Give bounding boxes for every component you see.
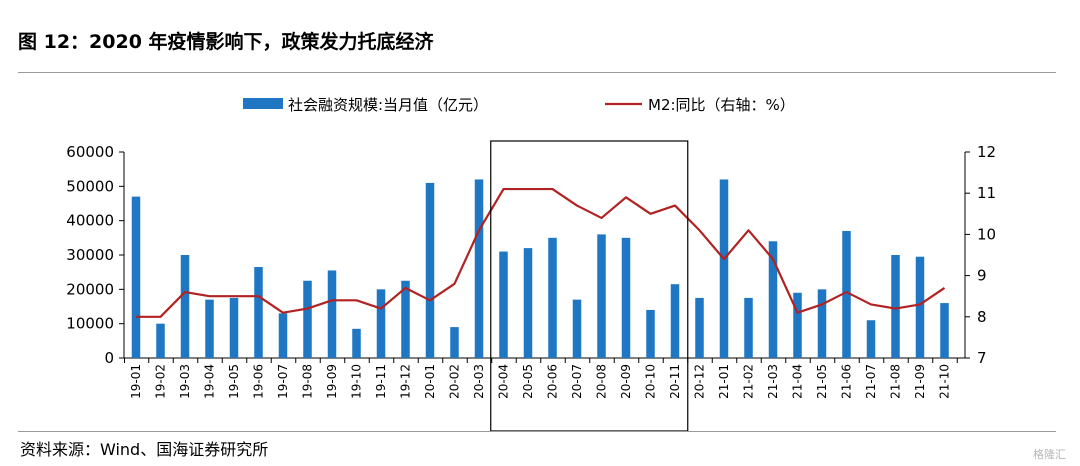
- legend-bar-label: 社会融资规模:当月值（亿元）: [288, 96, 488, 114]
- bar: [768, 241, 778, 358]
- y-right-tick-label: 10: [977, 225, 996, 243]
- x-tick-label: 20-12: [693, 364, 707, 399]
- bar: [401, 280, 410, 358]
- bar: [156, 323, 165, 358]
- bar: [229, 297, 239, 358]
- bar: [425, 182, 435, 358]
- y-right-tick-label: 11: [977, 184, 996, 202]
- x-tick-label: 19-08: [301, 364, 315, 399]
- bar: [646, 309, 655, 358]
- bar: [572, 299, 582, 358]
- bottom-divider: [18, 431, 1056, 432]
- x-tick-label: 20-05: [521, 364, 535, 399]
- x-tick-label: 19-01: [129, 364, 143, 399]
- bar: [278, 313, 288, 358]
- x-tick-label: 19-09: [325, 364, 339, 399]
- bar: [205, 299, 214, 358]
- x-tick-label: 21-07: [864, 364, 878, 399]
- y-left-tick-label: 10000: [66, 315, 114, 333]
- legend-bar-swatch: [243, 98, 283, 109]
- x-tick-label: 20-01: [423, 364, 437, 399]
- x-tick-label: 21-03: [766, 364, 780, 399]
- bar: [254, 267, 263, 358]
- x-tick-label: 20-02: [448, 364, 462, 399]
- bar: [915, 256, 925, 358]
- bar: [523, 248, 533, 358]
- bar: [744, 297, 753, 358]
- bar: [352, 328, 361, 358]
- bar: [621, 237, 631, 358]
- bar: [891, 255, 900, 358]
- x-tick-label: 19-03: [178, 364, 192, 399]
- x-tick-label: 21-10: [938, 364, 952, 399]
- y-right-tick-label: 12: [977, 143, 996, 161]
- bar: [670, 284, 680, 358]
- bar: [376, 289, 386, 358]
- x-tick-label: 20-04: [497, 364, 511, 399]
- x-tick-label: 19-06: [252, 364, 266, 399]
- x-tick-label: 21-08: [889, 364, 903, 399]
- bar: [817, 289, 827, 358]
- bar: [866, 320, 876, 358]
- x-tick-label: 21-05: [815, 364, 829, 399]
- x-tick-label: 20-08: [595, 364, 609, 399]
- x-tick-label: 20-07: [570, 364, 584, 399]
- bar: [719, 179, 729, 358]
- x-tick-label: 19-05: [227, 364, 241, 399]
- y-right-tick-label: 8: [977, 308, 987, 326]
- x-tick-label: 21-01: [717, 364, 731, 399]
- bar: [548, 237, 557, 358]
- y-left-tick-label: 60000: [66, 143, 114, 161]
- y-right-tick-label: 9: [977, 267, 987, 285]
- watermark: 格隆汇: [1033, 448, 1066, 461]
- bar: [474, 179, 484, 358]
- x-tick-label: 19-04: [203, 364, 217, 399]
- x-tick-label: 21-06: [840, 364, 854, 399]
- x-tick-label: 19-12: [399, 364, 413, 399]
- x-tick-label: 19-11: [374, 364, 388, 399]
- bar: [793, 292, 802, 358]
- x-tick-label: 19-10: [350, 364, 364, 399]
- x-tick-label: 20-09: [619, 364, 633, 399]
- bar: [131, 196, 141, 358]
- x-tick-label: 20-11: [668, 364, 682, 399]
- bar: [450, 327, 459, 358]
- bar: [303, 280, 312, 358]
- bar: [499, 251, 508, 358]
- source-note: 资料来源：Wind、国海证券研究所: [20, 440, 269, 459]
- x-tick-label: 21-04: [791, 364, 805, 399]
- x-tick-label: 21-02: [742, 364, 756, 399]
- bar: [597, 234, 606, 358]
- x-tick-label: 20-03: [472, 364, 486, 399]
- x-tick-label: 20-10: [644, 364, 658, 399]
- bar: [695, 297, 704, 358]
- x-tick-label: 19-07: [276, 364, 290, 399]
- y-left-tick-label: 20000: [66, 280, 114, 298]
- y-left-tick-label: 30000: [66, 246, 114, 264]
- bar: [327, 270, 337, 358]
- x-tick-label: 20-06: [546, 364, 560, 399]
- y-left-tick-label: 50000: [66, 177, 114, 195]
- y-right-tick-label: 7: [977, 349, 987, 367]
- bar: [842, 230, 851, 358]
- bar: [180, 255, 190, 358]
- chart-title: 图 12：2020 年疫情影响下，政策发力托底经济: [18, 31, 434, 53]
- x-tick-label: 19-02: [154, 364, 168, 399]
- y-left-tick-label: 40000: [66, 212, 114, 230]
- legend-line-label: M2:同比（右轴：%）: [648, 96, 795, 114]
- y-left-tick-label: 0: [104, 349, 114, 367]
- m2-line: [136, 187, 946, 318]
- bar: [940, 303, 949, 358]
- x-tick-label: 21-09: [913, 364, 927, 399]
- top-divider: [18, 72, 1056, 73]
